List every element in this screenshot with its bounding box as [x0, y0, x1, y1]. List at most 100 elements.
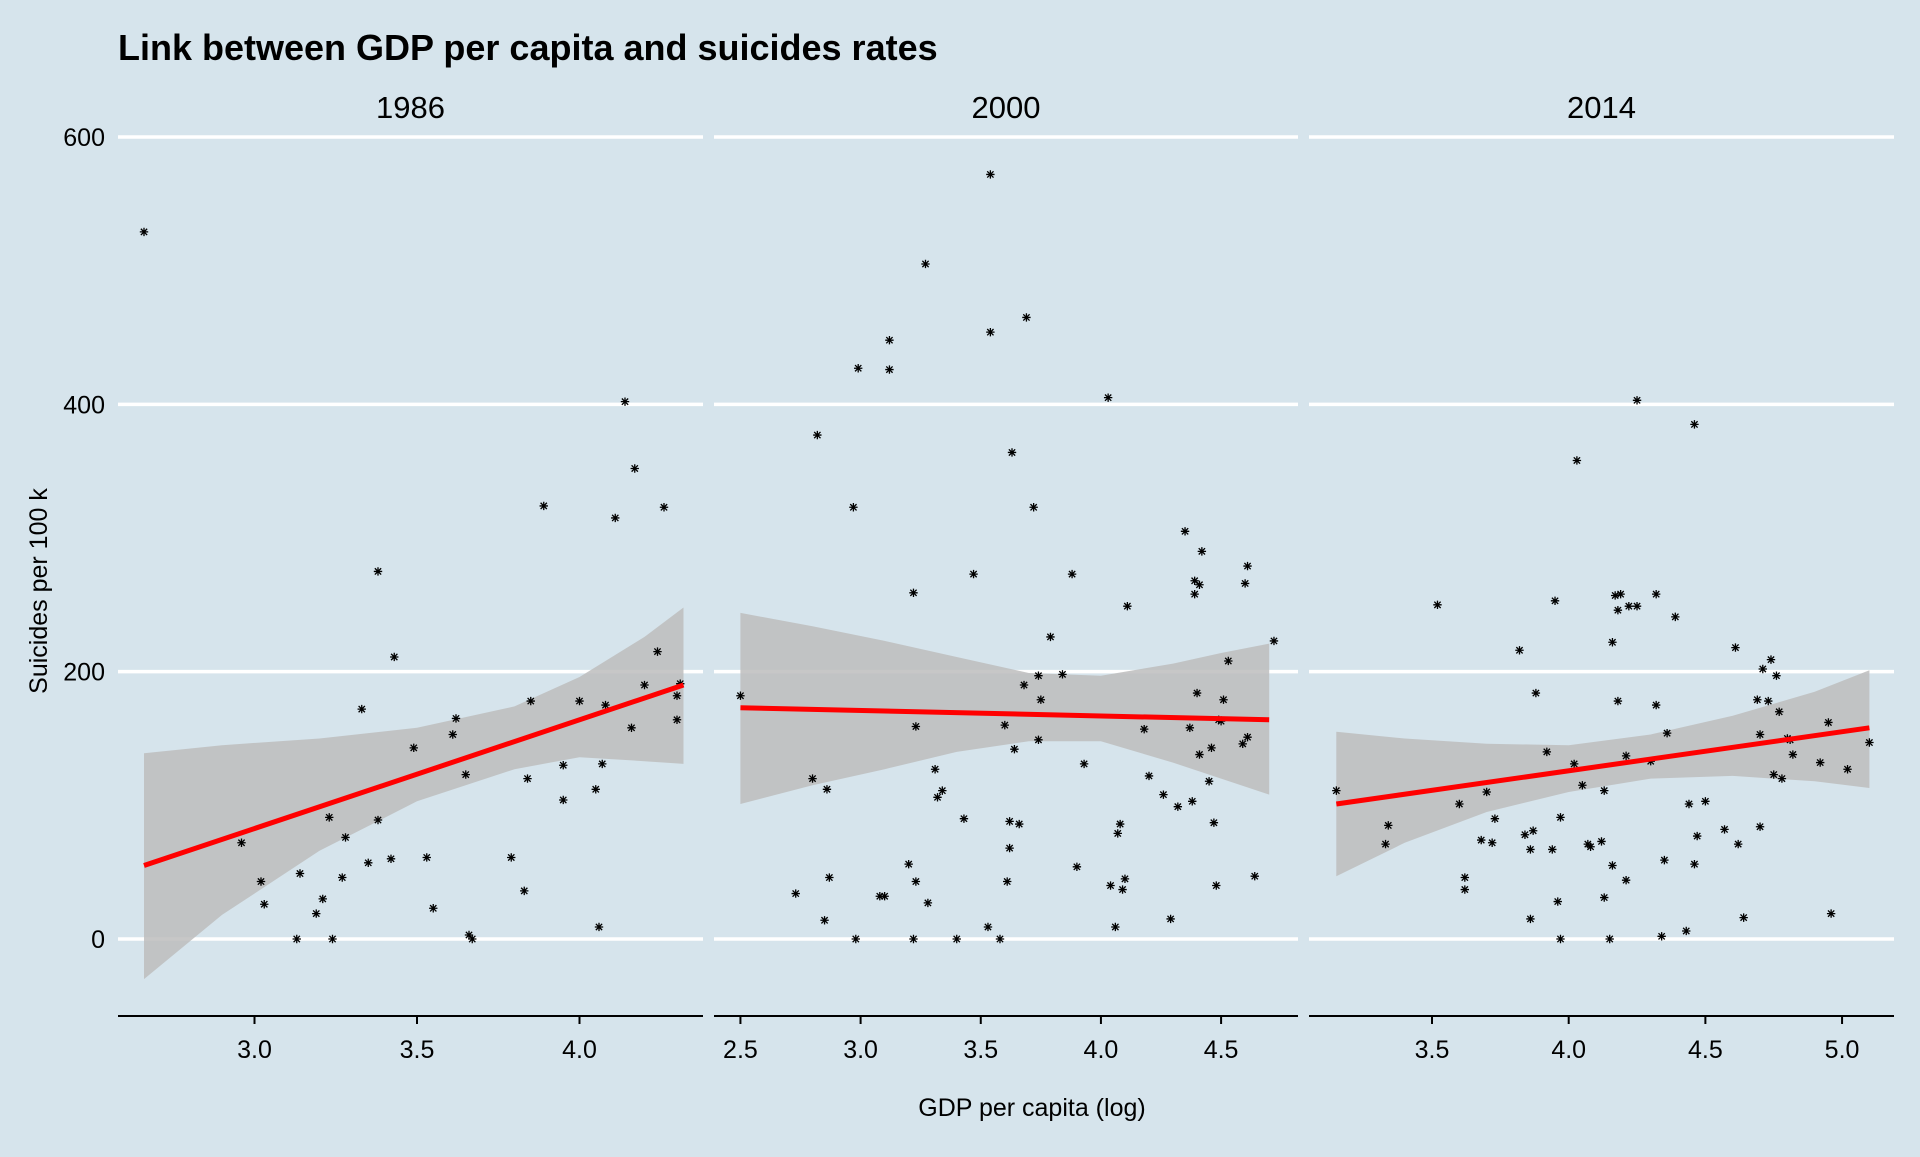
data-point [139, 227, 149, 237]
data-point [672, 715, 682, 724]
data-point [1139, 724, 1149, 734]
data-point [1192, 688, 1202, 698]
data-point [1144, 771, 1154, 781]
fit-line [1335, 725, 1870, 807]
data-point [1520, 830, 1530, 839]
data-point [1197, 547, 1207, 556]
data-point [1531, 688, 1541, 698]
data-point [627, 723, 636, 733]
data-point [1166, 914, 1175, 924]
x-tick-label: 4.0 [1084, 1036, 1119, 1064]
data-point [1788, 750, 1798, 759]
data-point [1072, 862, 1082, 872]
data-points [139, 227, 685, 944]
data-point [1238, 739, 1247, 749]
data-point [911, 877, 921, 886]
data-point [464, 930, 474, 940]
data-point [1684, 799, 1694, 809]
data-point [1671, 612, 1680, 622]
data-point [526, 696, 535, 706]
data-point [808, 774, 817, 783]
data-point [1180, 527, 1190, 536]
data-point [1553, 897, 1562, 906]
x-tick-label: 5.0 [1825, 1036, 1860, 1064]
data-point [1381, 839, 1390, 849]
data-point [1605, 934, 1614, 944]
data-point [295, 869, 305, 878]
data-point [1600, 893, 1609, 902]
data-point [1067, 569, 1077, 579]
data-point [1487, 838, 1497, 847]
data-point [1243, 561, 1252, 571]
data-point [1753, 695, 1762, 704]
data-point [791, 889, 800, 898]
data-point [1118, 885, 1127, 894]
data-point [1034, 735, 1043, 745]
data-point [1542, 747, 1552, 757]
data-point [1209, 818, 1219, 827]
data-point [1586, 842, 1595, 851]
data-point [448, 730, 457, 739]
data-point [1005, 843, 1014, 853]
data-point [520, 886, 529, 896]
data-point [1103, 393, 1113, 402]
data-point [559, 795, 568, 805]
data-point [938, 786, 947, 795]
data-point [1682, 926, 1691, 936]
x-tick-label: 3.0 [237, 1036, 272, 1064]
data-point [1616, 589, 1625, 599]
data-point [851, 934, 860, 944]
facet-2000: 2000 2.5 3.0 3.5 4.0 4.5 [714, 90, 1298, 1064]
data-point [1269, 636, 1279, 646]
data-point [409, 743, 418, 753]
data-point [1022, 313, 1031, 322]
data-point [1660, 855, 1669, 865]
data-point [1195, 750, 1204, 759]
data-point [1460, 873, 1470, 882]
data-point [1384, 821, 1393, 830]
data-point [1843, 765, 1852, 774]
data-point [1034, 671, 1043, 680]
data-point [959, 814, 969, 823]
data-point [1739, 913, 1748, 922]
fit-line [740, 705, 1270, 723]
data-point [1000, 720, 1009, 730]
x-tick-label: 3.5 [400, 1036, 435, 1064]
facet-label: 2014 [1567, 90, 1636, 125]
facet-label: 1986 [376, 90, 445, 125]
x-tick-label: 4.0 [1551, 1036, 1586, 1064]
data-point [1190, 589, 1199, 599]
data-point [1526, 914, 1535, 924]
data-point [1621, 751, 1631, 761]
facet-label: 2000 [972, 90, 1041, 125]
data-point [1572, 456, 1582, 465]
data-point [1106, 881, 1115, 890]
data-point [1608, 638, 1617, 647]
data-point [1556, 813, 1565, 822]
fit-line [143, 682, 685, 868]
data-point [1528, 826, 1538, 835]
data-point [429, 904, 438, 913]
data-point [1550, 596, 1560, 606]
data-point [1578, 781, 1587, 790]
data-point [1115, 819, 1125, 829]
data-point [640, 680, 649, 690]
data-point [373, 815, 383, 825]
data-point [1824, 718, 1833, 727]
data-point [880, 892, 889, 901]
data-point [1515, 646, 1524, 655]
data-point [1556, 934, 1565, 944]
data-point [1815, 758, 1825, 767]
data-point [1701, 797, 1710, 806]
data-point [1015, 819, 1024, 829]
data-point [1250, 871, 1259, 881]
data-point [1460, 885, 1470, 894]
data-point [995, 934, 1005, 944]
data-point [1755, 730, 1765, 739]
data-point [1159, 790, 1168, 799]
confidence-band [1336, 670, 1870, 877]
data-point [386, 854, 396, 863]
data-point [1657, 932, 1666, 941]
data-point [1772, 671, 1781, 680]
data-point [1608, 861, 1617, 870]
